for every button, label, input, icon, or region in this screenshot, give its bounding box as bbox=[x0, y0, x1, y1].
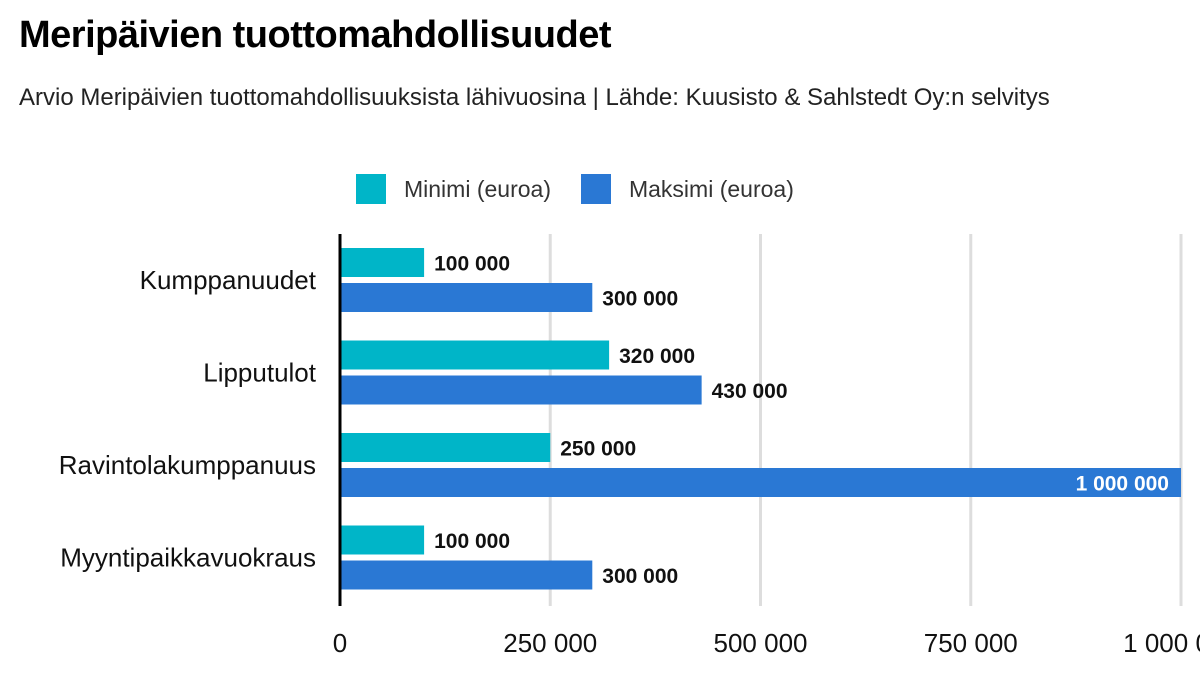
data-label: 320 000 bbox=[619, 345, 695, 368]
data-label: 300 000 bbox=[602, 288, 678, 311]
legend-item-maksimi: Maksimi (euroa) bbox=[580, 174, 794, 204]
x-tick-label: 750 000 bbox=[924, 628, 1018, 658]
data-label: 250 000 bbox=[560, 438, 636, 461]
category-label: Kumppanuudet bbox=[140, 265, 317, 295]
bar-minimi bbox=[340, 433, 551, 462]
legend-swatch-maksimi bbox=[580, 174, 611, 204]
legend-item-minimi: Minimi (euroa) bbox=[356, 174, 551, 204]
bar-minimi bbox=[340, 525, 425, 555]
legend-label-maksimi: Maksimi (euroa) bbox=[628, 175, 794, 202]
chart-subtitle: Arvio Meripäivien tuottomahdollisuuksist… bbox=[19, 84, 1050, 111]
x-tick-label: 500 000 bbox=[714, 628, 808, 658]
data-label: 100 000 bbox=[434, 530, 510, 553]
data-label: 300 000 bbox=[602, 565, 678, 588]
data-label: 100 000 bbox=[434, 253, 510, 276]
x-tick-label: 0 bbox=[333, 628, 347, 658]
bar-maksimi bbox=[340, 468, 1181, 497]
bar-maksimi bbox=[340, 560, 593, 590]
data-label: 1 000 000 bbox=[1076, 473, 1169, 496]
data-label: 430 000 bbox=[712, 380, 788, 403]
category-label: Ravintolakumppanuus bbox=[59, 450, 316, 480]
x-tick-label: 250 000 bbox=[503, 628, 597, 658]
legend-swatch-minimi bbox=[356, 174, 386, 204]
bar-maksimi bbox=[340, 283, 593, 312]
category-label: Myyntipaikkavuokraus bbox=[60, 543, 316, 573]
bar-minimi bbox=[340, 248, 425, 277]
legend-label-minimi: Minimi (euroa) bbox=[404, 175, 551, 202]
bar-minimi bbox=[340, 340, 610, 370]
legend: Minimi (euroa) Maksimi (euroa) bbox=[356, 174, 824, 204]
x-tick-label: 1 000 000 bbox=[1123, 628, 1200, 658]
category-label: Lipputulot bbox=[203, 358, 317, 388]
bar-maksimi bbox=[340, 375, 702, 405]
chart-title: Meripäivien tuottomahdollisuudet bbox=[19, 14, 612, 56]
